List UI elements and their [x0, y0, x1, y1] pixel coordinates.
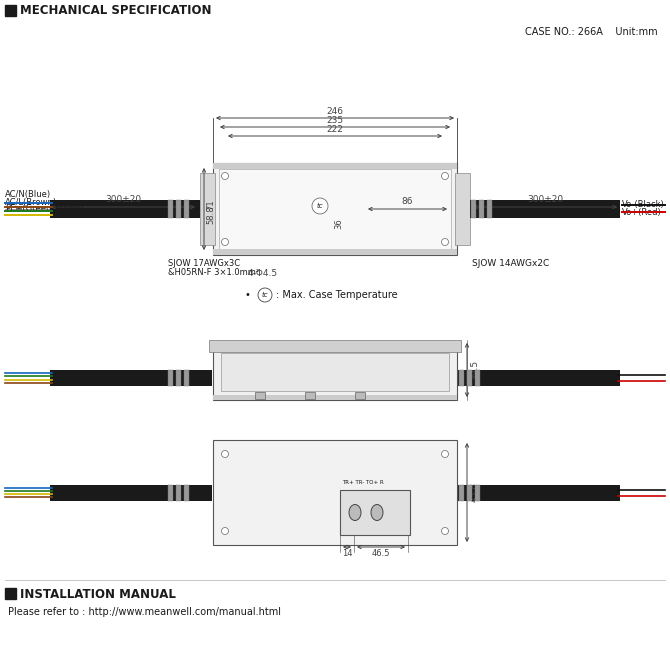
- Circle shape: [442, 527, 448, 535]
- Text: TR+ TR- TO+ R: TR+ TR- TO+ R: [342, 480, 384, 485]
- Text: tc: tc: [262, 292, 268, 298]
- Circle shape: [222, 173, 228, 179]
- Bar: [470, 200, 620, 218]
- Bar: [213, 350, 457, 400]
- Bar: [213, 440, 457, 545]
- Text: 4-Φ4.5: 4-Φ4.5: [248, 269, 278, 278]
- Bar: [458, 485, 620, 501]
- Bar: [459, 370, 464, 386]
- Bar: [459, 485, 464, 501]
- Bar: [340, 490, 410, 535]
- Bar: [184, 485, 189, 501]
- Text: CASE NO.: 266A    Unit:mm: CASE NO.: 266A Unit:mm: [525, 27, 658, 37]
- Text: 222: 222: [326, 125, 344, 134]
- Text: tc: tc: [317, 203, 324, 209]
- Bar: [487, 200, 492, 218]
- Bar: [184, 200, 189, 218]
- Bar: [50, 200, 200, 218]
- Bar: [221, 353, 449, 391]
- Bar: [475, 485, 480, 501]
- Text: Please refer to : http://www.meanwell.com/manual.html: Please refer to : http://www.meanwell.co…: [8, 607, 281, 617]
- Text: 86: 86: [401, 197, 413, 206]
- Bar: [479, 200, 484, 218]
- Text: PE⊕(Green/Yellow): PE⊕(Green/Yellow): [5, 205, 83, 214]
- Text: •: •: [245, 290, 257, 300]
- Text: Vo+(Red): Vo+(Red): [622, 208, 662, 218]
- Bar: [467, 370, 472, 386]
- Bar: [200, 173, 215, 245]
- Bar: [213, 163, 457, 169]
- Bar: [176, 370, 181, 386]
- Circle shape: [222, 527, 228, 535]
- Circle shape: [442, 450, 448, 457]
- Text: AC/N(Blue): AC/N(Blue): [5, 191, 51, 199]
- Bar: [5, 588, 16, 599]
- Bar: [471, 200, 476, 218]
- Bar: [255, 392, 265, 399]
- Text: 14: 14: [342, 549, 352, 558]
- Bar: [176, 200, 181, 218]
- Circle shape: [442, 173, 448, 179]
- Bar: [475, 370, 480, 386]
- Text: MECHANICAL SPECIFICATION: MECHANICAL SPECIFICATION: [20, 5, 212, 17]
- Circle shape: [258, 288, 272, 302]
- Text: &H05RN-F 3×1.0mm²: &H05RN-F 3×1.0mm²: [168, 268, 259, 277]
- Text: 58.8: 58.8: [206, 206, 215, 224]
- Ellipse shape: [371, 505, 383, 521]
- Text: SJOW 17AWGx3C: SJOW 17AWGx3C: [168, 259, 240, 268]
- Bar: [209, 340, 461, 352]
- Text: 45.8: 45.8: [470, 483, 479, 503]
- Bar: [50, 485, 212, 501]
- Ellipse shape: [349, 505, 361, 521]
- Circle shape: [222, 450, 228, 457]
- Text: 46.5: 46.5: [372, 549, 390, 558]
- Text: : Max. Case Temperature: : Max. Case Temperature: [276, 290, 397, 300]
- Text: 71: 71: [206, 200, 215, 210]
- Text: SJOW 14AWGx2C: SJOW 14AWGx2C: [472, 259, 549, 268]
- Bar: [219, 169, 451, 249]
- Text: 235: 235: [326, 116, 344, 125]
- Bar: [50, 370, 212, 386]
- Text: Vo-(Black): Vo-(Black): [622, 199, 665, 208]
- Text: 300±20: 300±20: [527, 195, 563, 204]
- Text: 300±20: 300±20: [105, 195, 141, 204]
- Bar: [168, 200, 173, 218]
- Text: 36: 36: [334, 218, 343, 229]
- Bar: [176, 485, 181, 501]
- Bar: [355, 392, 365, 399]
- Bar: [467, 485, 472, 501]
- Bar: [168, 370, 173, 386]
- Bar: [5, 5, 16, 16]
- Text: 39.5: 39.5: [470, 360, 479, 380]
- Bar: [213, 163, 457, 255]
- Circle shape: [442, 238, 448, 246]
- Bar: [305, 392, 315, 399]
- Text: INSTALLATION MANUAL: INSTALLATION MANUAL: [20, 588, 176, 600]
- Bar: [168, 485, 173, 501]
- Circle shape: [312, 198, 328, 214]
- Circle shape: [222, 238, 228, 246]
- Text: 246: 246: [326, 107, 344, 116]
- Bar: [213, 249, 457, 255]
- Bar: [184, 370, 189, 386]
- Bar: [458, 370, 620, 386]
- Bar: [213, 395, 457, 400]
- Bar: [455, 173, 470, 245]
- Text: AC/L(Brown): AC/L(Brown): [5, 197, 57, 207]
